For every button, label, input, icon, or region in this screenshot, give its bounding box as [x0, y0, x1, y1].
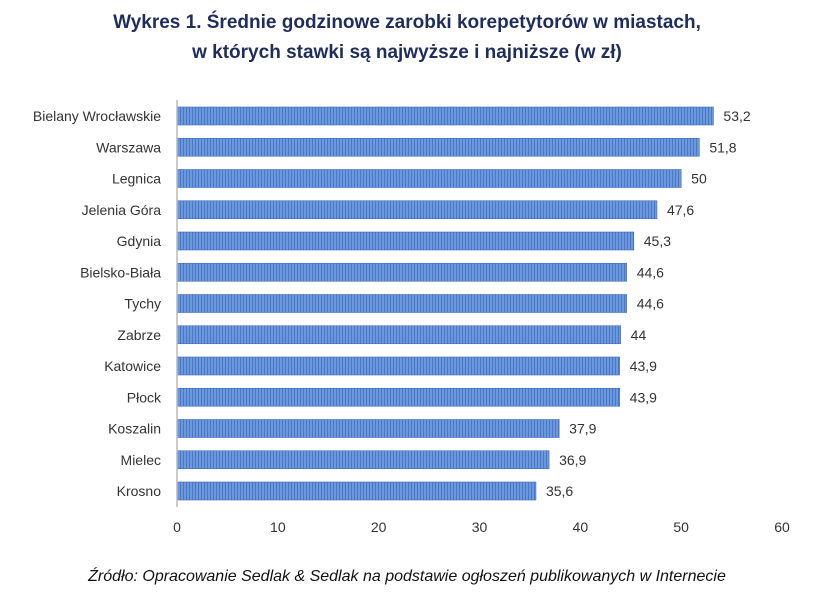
x-tick-label: 20: [371, 519, 387, 535]
chart-title-line2: w których stawki są najwyższe i najniższ…: [192, 42, 622, 63]
bar: [176, 481, 537, 501]
category-label: Bielany Wrocławskie: [33, 108, 161, 124]
bar-chart: Bielany Wrocławskie 53,2 Warszawa 51,8 Legni…: [33, 100, 790, 535]
category-label: Jelenia Góra: [82, 202, 162, 218]
value-label: 50: [691, 171, 707, 187]
category-label: Płock: [127, 389, 162, 405]
x-tick-label: 30: [472, 519, 488, 535]
value-label: 44: [631, 327, 647, 343]
value-label: 43,9: [630, 358, 657, 374]
x-tick-label: 60: [774, 519, 790, 535]
value-label: 53,2: [723, 108, 750, 124]
bar: [176, 356, 620, 376]
x-tick-label: 40: [573, 519, 589, 535]
category-label: Bielsko-Biała: [80, 264, 161, 280]
value-label: 37,9: [569, 421, 596, 437]
category-label: Katowice: [104, 358, 161, 374]
x-tick-label: 50: [673, 519, 689, 535]
bar: [176, 262, 628, 282]
bar: [176, 169, 682, 188]
bar: [176, 450, 550, 470]
category-label: Mielec: [121, 452, 161, 468]
category-label: Zabrze: [117, 327, 161, 343]
bar: [176, 387, 620, 407]
x-tick-label: 0: [173, 519, 181, 535]
category-label: Legnica: [112, 171, 161, 187]
source-note: Źródło: Opracowanie Sedlak & Sedlak na p…: [88, 568, 726, 585]
bar: [176, 294, 628, 313]
bar: [176, 325, 621, 345]
value-label: 47,6: [667, 202, 694, 218]
value-label: 51,8: [709, 139, 736, 155]
value-label: 36,9: [559, 452, 586, 468]
bar: [176, 231, 635, 251]
category-label: Tychy: [124, 296, 161, 312]
category-label: Warszawa: [96, 139, 161, 155]
category-label: Koszalin: [108, 421, 161, 437]
value-label: 43,9: [630, 389, 657, 405]
value-label: 44,6: [637, 264, 664, 280]
x-tick-label: 10: [270, 519, 286, 535]
value-label: 35,6: [546, 483, 573, 499]
bar: [176, 200, 658, 220]
bar: [176, 137, 700, 157]
bar: [176, 419, 560, 438]
chart-title-line1: Wykres 1. Średnie godzinowe zarobki kore…: [113, 12, 701, 33]
bar: [176, 106, 714, 126]
category-label: Gdynia: [117, 233, 162, 249]
value-label: 45,3: [644, 233, 671, 249]
category-label: Krosno: [117, 483, 162, 499]
value-label: 44,6: [637, 296, 664, 312]
